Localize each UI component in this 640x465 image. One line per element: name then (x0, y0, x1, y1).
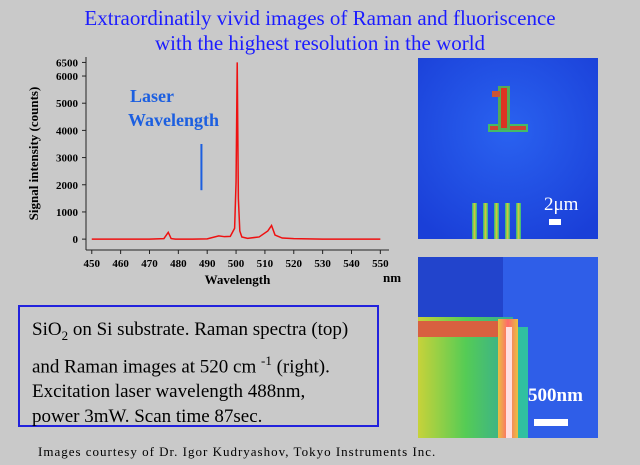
caption-box: SiO2 on Si substrate. Raman spectra (top… (18, 305, 379, 427)
x-tick-label: 530 (314, 258, 331, 270)
y-tick-label: 4000 (56, 125, 79, 137)
raman-image-bottom: 500nm (418, 257, 598, 438)
title-line: with the highest resolution in the world (154, 31, 486, 55)
title-line: Extraordinatily vivid images of Raman an… (84, 6, 556, 30)
text: on Si substrate. Raman spectra (top) (68, 319, 349, 340)
caption-line: and Raman images at 520 cm -1 (right). (32, 348, 389, 379)
x-tick-label: 550 (372, 258, 389, 270)
scale-label: 500nm (528, 385, 583, 406)
x-tick-label: 520 (286, 258, 303, 270)
text: (right). (271, 356, 330, 378)
y-tick-label: 1000 (56, 207, 79, 219)
y-tick-label: 0 (73, 234, 79, 246)
x-unit: nm (383, 270, 401, 285)
text: Excitation laser wavelength 488nm, (32, 381, 306, 403)
x-tick-label: 480 (170, 258, 187, 270)
subscript: 2 (61, 327, 69, 343)
spectrum-chart: 0 1000 2000 3000 4000 5000 6000 6500 450 460 470 48… (26, 57, 401, 287)
text: SiO (32, 319, 62, 340)
y-tick-label: 5000 (56, 98, 79, 110)
y-tick-label: 6000 (56, 71, 79, 83)
x-tick-label: 500 (228, 258, 245, 270)
spectrum-line (91, 62, 381, 240)
caption-line: Excitation laser wavelength 488nm, (32, 379, 389, 404)
y-tick-label: 2000 (56, 180, 79, 192)
y-tick-label: 6500 (56, 57, 79, 69)
caption-line: SiO2 on Si substrate. Raman spectra (top… (32, 317, 389, 348)
y-tick-label: 3000 (56, 153, 79, 165)
x-tick-label: 490 (199, 258, 216, 270)
scale-label: 2μm (544, 194, 579, 215)
y-axis-label: Signal intensity (counts) (26, 87, 41, 221)
x-tick-label: 510 (257, 258, 274, 270)
raman-image-top: 2μm (418, 58, 598, 239)
superscript: -1 (261, 352, 272, 368)
credit: Images courtesy of Dr. Igor Kudryashov, … (38, 444, 437, 459)
x-tick-label: 460 (112, 258, 129, 270)
text: power 3mW. Scan time 87sec. (32, 406, 263, 428)
x-tick-label: 540 (343, 258, 360, 270)
x-tick-label: 450 (84, 258, 101, 270)
annotation: Wavelength (128, 110, 219, 130)
x-axis-label: Wavelength (205, 272, 271, 287)
annotation: Laser (130, 86, 174, 106)
x-tick-label: 470 (141, 258, 158, 270)
text: and Raman images at 520 cm (32, 356, 261, 378)
caption-line: power 3mW. Scan time 87sec. (32, 404, 389, 429)
